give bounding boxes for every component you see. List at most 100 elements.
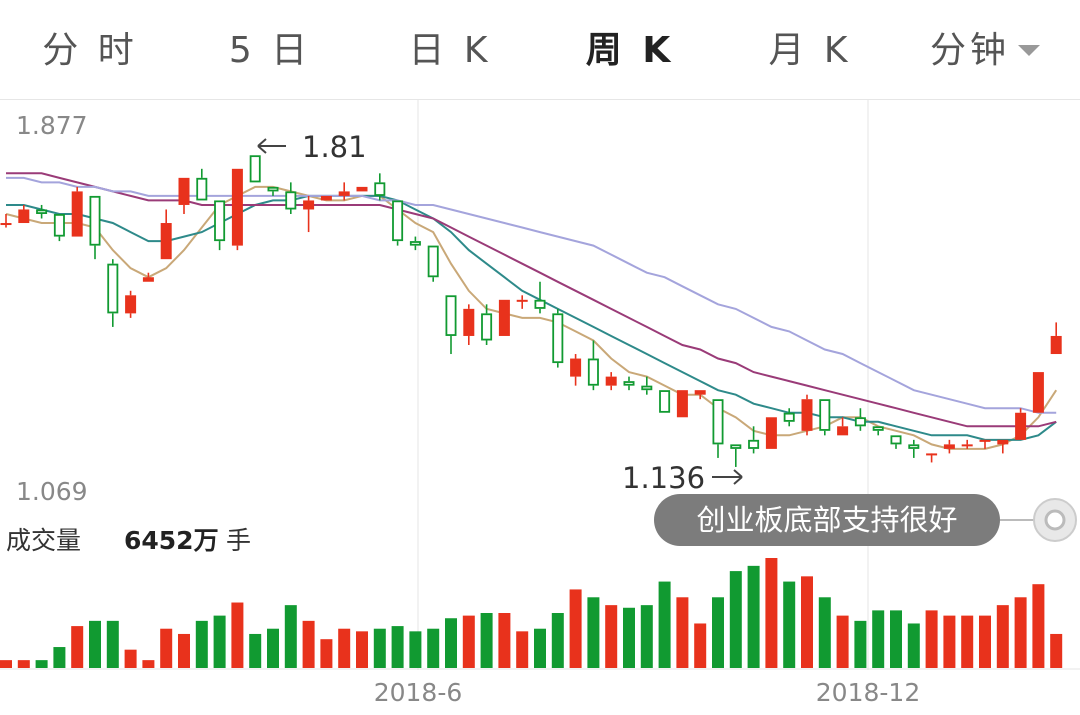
candle-body bbox=[943, 444, 955, 449]
candle-body bbox=[872, 426, 884, 431]
candle-body bbox=[890, 435, 902, 445]
moving-average-line bbox=[6, 172, 1057, 428]
candle bbox=[979, 439, 991, 449]
candle-body bbox=[445, 295, 457, 336]
volume-bar bbox=[356, 631, 368, 668]
candle bbox=[303, 195, 315, 233]
volume-bar bbox=[694, 623, 707, 668]
candle bbox=[570, 354, 582, 386]
high-annotation: 1.81 bbox=[257, 130, 367, 164]
candle bbox=[854, 408, 866, 431]
candle bbox=[783, 408, 795, 427]
candle bbox=[872, 426, 884, 436]
volume-bar bbox=[569, 589, 582, 668]
price-min-label: 1.069 bbox=[16, 477, 88, 506]
candle bbox=[445, 295, 457, 355]
volume-bar bbox=[427, 628, 440, 668]
candle bbox=[587, 340, 599, 391]
volume-bar bbox=[142, 660, 155, 668]
candle-body bbox=[463, 308, 475, 336]
volume-bar bbox=[249, 633, 262, 668]
volume-bar bbox=[195, 620, 208, 668]
tab-monthly-k-label: 月 K bbox=[768, 30, 852, 71]
candle-body bbox=[89, 195, 101, 246]
candle bbox=[267, 186, 279, 196]
candle bbox=[1015, 408, 1027, 440]
candle-body bbox=[516, 299, 528, 302]
candle bbox=[534, 281, 546, 314]
volume-bar bbox=[551, 613, 564, 668]
candle-body bbox=[1050, 335, 1062, 355]
tab-monthly-k[interactable]: 月 K bbox=[740, 26, 880, 76]
candle-body bbox=[979, 439, 991, 442]
period-tab-bar: 分 时 5 日 日 K 周 K 月 K 分钟 bbox=[0, 0, 1080, 100]
callout-bubble[interactable]: 创业板底部支持很好 bbox=[654, 494, 1077, 546]
volume-bar bbox=[178, 633, 190, 668]
candle-body bbox=[961, 444, 973, 447]
chevron-down-icon bbox=[1018, 44, 1040, 56]
candle-body bbox=[854, 417, 866, 427]
candle-body bbox=[36, 209, 48, 214]
candle bbox=[178, 177, 190, 214]
volume-bar bbox=[658, 581, 671, 668]
volume-bar bbox=[498, 613, 511, 668]
volume-bar bbox=[605, 605, 618, 668]
volume-unit: 手 bbox=[226, 526, 251, 555]
candle-body bbox=[748, 439, 760, 449]
candle-body bbox=[107, 263, 119, 314]
tab-intraday[interactable]: 分 时 bbox=[20, 26, 160, 76]
volume-bar bbox=[445, 618, 457, 668]
low-price-label: 1.136 bbox=[622, 461, 705, 495]
candle-body bbox=[819, 399, 831, 431]
candle bbox=[961, 439, 973, 449]
volume-bar bbox=[943, 615, 956, 668]
volume-bars bbox=[0, 558, 1063, 668]
candle-body bbox=[534, 299, 546, 309]
candle bbox=[801, 394, 813, 436]
candle bbox=[18, 204, 30, 224]
candle-body bbox=[160, 223, 172, 260]
tab-weekly-k[interactable]: 周 K bbox=[560, 26, 700, 76]
volume-bar bbox=[391, 626, 404, 668]
candle-body bbox=[765, 417, 777, 449]
candle bbox=[231, 168, 243, 251]
candle-body bbox=[231, 168, 243, 246]
volume-bar bbox=[854, 620, 867, 668]
volume-bar bbox=[480, 613, 493, 668]
candle-body bbox=[676, 390, 688, 418]
candle-body bbox=[18, 209, 30, 224]
tab-5day[interactable]: 5 日 bbox=[200, 26, 340, 76]
candle bbox=[249, 155, 261, 183]
candle-body bbox=[427, 245, 439, 278]
tab-intraday-label: 分 时 bbox=[42, 30, 138, 71]
candle-body bbox=[783, 412, 795, 422]
volume-bar bbox=[836, 615, 849, 668]
volume-bar bbox=[213, 615, 226, 668]
candle bbox=[320, 195, 332, 201]
candle bbox=[641, 376, 653, 395]
candle bbox=[0, 213, 12, 228]
volume-bar bbox=[1032, 584, 1045, 668]
x-tick-label: 2018-12 bbox=[816, 678, 920, 707]
volume-bar bbox=[587, 597, 600, 668]
candle-body bbox=[694, 390, 706, 395]
candle-body bbox=[837, 426, 849, 436]
volume-bar bbox=[712, 597, 724, 668]
tab-5day-label: 5 日 bbox=[228, 30, 312, 71]
candle bbox=[659, 390, 671, 413]
volume-bar bbox=[996, 605, 1009, 668]
candle-body bbox=[409, 241, 421, 246]
candle bbox=[338, 182, 350, 201]
candle-body bbox=[481, 313, 493, 341]
high-price-label: 1.81 bbox=[302, 130, 367, 164]
volume-bar bbox=[676, 597, 689, 668]
candle bbox=[730, 444, 742, 467]
tab-minute-dropdown[interactable]: 分钟 bbox=[910, 26, 1060, 76]
candle-body bbox=[392, 200, 404, 242]
tab-daily-k[interactable]: 日 K bbox=[380, 26, 520, 76]
volume-bar bbox=[640, 605, 653, 668]
candle bbox=[908, 439, 920, 458]
tab-weekly-k-label: 周 K bbox=[585, 30, 675, 71]
volume-bar bbox=[979, 615, 991, 668]
candle-body bbox=[214, 200, 226, 242]
